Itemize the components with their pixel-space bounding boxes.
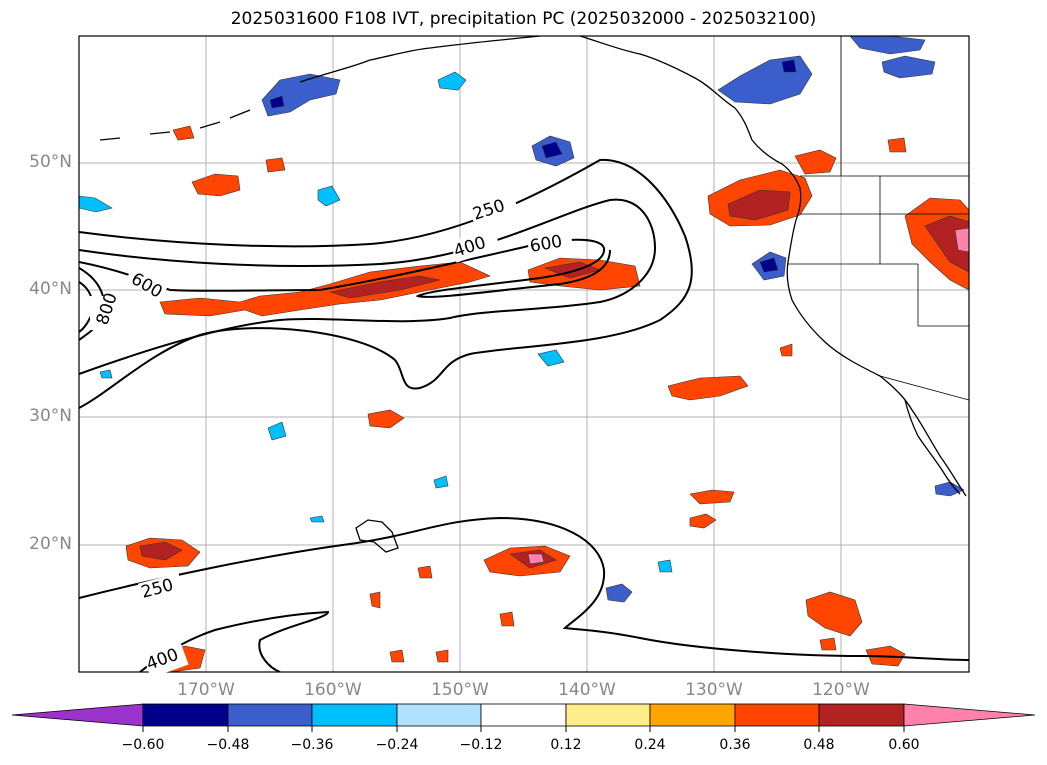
precip-core-oregon-coast	[727, 189, 791, 221]
precip-blob-small-e	[389, 649, 405, 663]
colorbar	[11, 703, 1036, 732]
precip-blob-33n-130w	[667, 375, 749, 401]
precip-neg-small-c	[99, 369, 113, 379]
coastlines	[99, 36, 967, 553]
precip-blob-22n	[689, 513, 717, 529]
colorbar-bin-7	[649, 703, 736, 727]
lat-label-40n: 40°N	[29, 279, 72, 299]
lat-label-20n: 20°N	[29, 534, 72, 554]
precip-neg-16n	[605, 583, 633, 603]
precip-neg-north-edge	[849, 36, 926, 55]
lon-label-170w: 170°W	[177, 680, 235, 700]
ivt-contour-250-north	[79, 158, 693, 409]
precip-neg-westedge-45n	[79, 195, 113, 213]
colorbar-tick-label-3: −0.36	[290, 737, 334, 753]
precip-blob-small-g	[779, 343, 793, 357]
colorbar-tick-label-5: −0.12	[459, 737, 503, 753]
lat-label-50n: 50°N	[29, 152, 72, 172]
precip-core-central-pacific	[329, 275, 441, 299]
precip-peak-idaho	[954, 227, 969, 253]
precip-neg-alaska-core	[269, 95, 285, 109]
state-borders	[788, 36, 969, 401]
colorbar-tick-label-8: 0.36	[719, 737, 751, 753]
coast-baja	[904, 399, 961, 495]
precip-neg-50n-core	[541, 141, 563, 159]
precip-neg-ca-core	[759, 257, 779, 273]
colorbar-bin-1	[142, 703, 229, 727]
colorbar-tick-label-2: −0.48	[206, 737, 250, 753]
precip-blob-small-48n	[265, 157, 286, 173]
precip-blob-28n	[367, 409, 405, 429]
colorbar-bin-4	[396, 703, 482, 727]
precip-negative	[79, 36, 965, 603]
precip-neg-18n	[657, 559, 673, 573]
coast-alaska	[299, 36, 753, 141]
precip-neg-56n	[437, 71, 467, 91]
plot-frame	[78, 35, 970, 673]
precip-blob-small-b	[369, 591, 381, 609]
lon-label-150w: 150°W	[431, 680, 489, 700]
colorbar-tick-label-1: −0.60	[121, 737, 165, 753]
precip-core-20n-west	[139, 541, 183, 561]
precip-blob-small-d	[435, 649, 449, 663]
colorbar-tick-label-9: 0.48	[803, 737, 835, 753]
precip-blob-15n-southeast	[805, 591, 863, 637]
colorbar-bin-6	[565, 703, 651, 727]
colorbar-extend-high	[903, 703, 1036, 727]
precip-neg-29n	[267, 421, 287, 441]
border-us-mexico	[879, 375, 969, 401]
colorbar-tick-label-4: −0.24	[375, 737, 419, 753]
lon-label-130w: 130°W	[685, 680, 743, 700]
lon-label-120w: 120°W	[812, 680, 870, 700]
plot-background	[79, 36, 969, 672]
colorbar-tick-label-7: 0.24	[634, 737, 666, 753]
precip-neg-small-b	[309, 515, 325, 523]
colorbar-extend-low	[11, 703, 144, 727]
colorbar-bin-2	[227, 703, 313, 727]
precip-neg-34n	[537, 349, 565, 367]
precip-neg-small-a	[433, 475, 449, 489]
colorbar-ticks	[142, 726, 905, 732]
map-title: 2025031600 F108 IVT, precipitation PC (2…	[230, 9, 817, 29]
coast-bc-washington	[751, 139, 802, 221]
precip-blob-small-h	[887, 137, 907, 153]
precip-blob-bc	[794, 149, 837, 175]
ivt-contour-400-south	[139, 610, 330, 672]
precip-neg-mexico	[934, 481, 965, 497]
precip-neg-gulf-core	[781, 59, 797, 73]
colorbar-tick-label-10: 0.60	[888, 737, 920, 753]
colorbar-bin-3	[311, 703, 398, 727]
precip-blob-24n	[689, 489, 735, 505]
precip-neg-north-edge-2	[881, 55, 936, 79]
lon-label-160w: 160°W	[304, 680, 362, 700]
ivt-contour-400-north	[79, 198, 657, 375]
precip-neg-45n-165w	[317, 185, 341, 207]
lon-label-140w: 140°W	[558, 680, 616, 700]
colorbar-bin-9	[818, 703, 905, 727]
precip-peak-20n-central	[527, 553, 545, 565]
colorbar-bin-8	[734, 703, 820, 727]
coast-aleutian	[99, 109, 251, 141]
coast-west-us	[786, 219, 967, 497]
colorbar-tick-label-6: 0.12	[550, 737, 582, 753]
coast-hawaii	[355, 519, 399, 553]
colorbar-bin-5	[480, 703, 567, 727]
precip-blob-small-52n	[172, 125, 195, 141]
precip-blob-170w-45n	[191, 173, 241, 197]
precip-blob-small-c	[499, 611, 515, 627]
precip-blob-small-a	[417, 565, 433, 579]
precip-blob-small-f	[819, 637, 837, 651]
lat-label-30n: 30°N	[29, 406, 72, 426]
ivt-contour-250-south	[79, 516, 969, 661]
